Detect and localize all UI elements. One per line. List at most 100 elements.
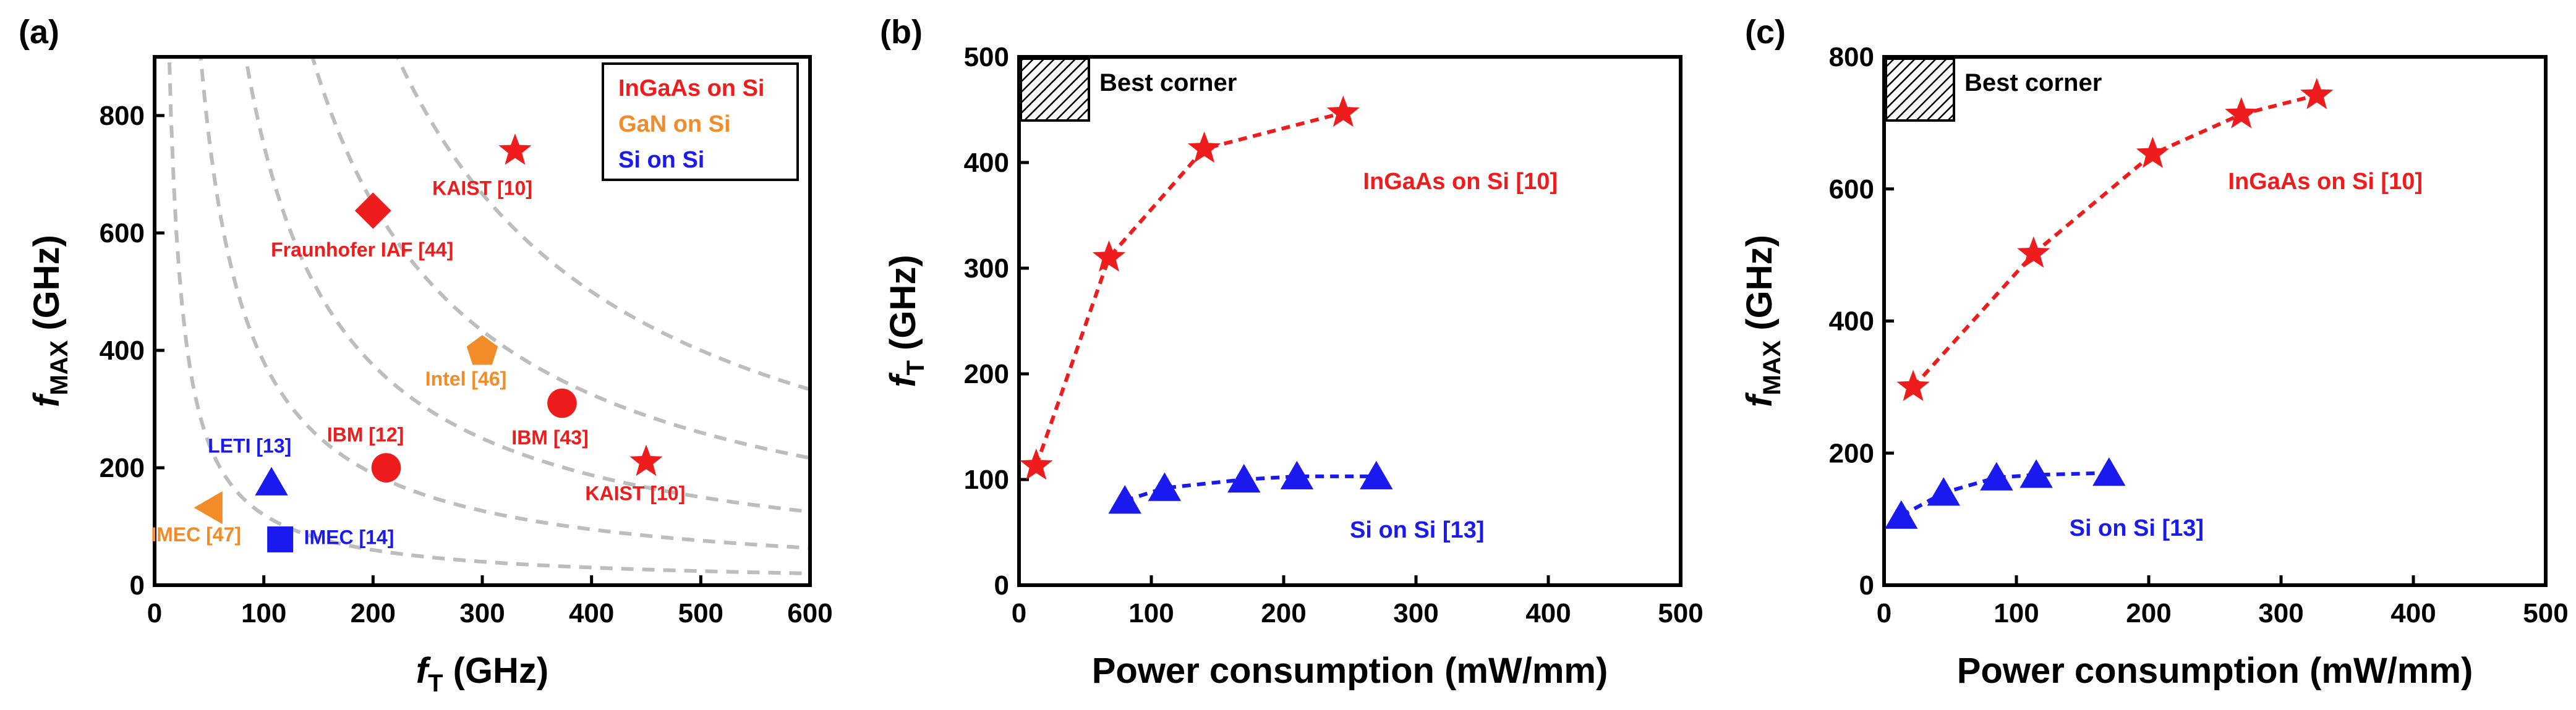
panel-label: (b) [880,14,923,51]
y-tick-label: 0 [130,570,145,601]
y-tick-label: 100 [964,465,1009,495]
x-tick-label: 300 [2258,598,2303,628]
y-tick-label: 600 [1829,174,1874,205]
data-point-label: Fraunhofer IAF [44] [271,239,453,261]
series-label: InGaAs on Si [10] [1363,169,1558,195]
y-label-unit: (GHz) [1739,235,1780,340]
x-tick-label: 200 [1261,598,1306,628]
y-axis-label: fMAX (GHz) [1739,235,1786,407]
y-tick-label: 500 [964,42,1009,72]
y-axis-label: fT (GHz) [883,255,929,387]
data-point-label: IMEC [14] [304,526,395,549]
iso-curve [244,57,810,514]
best-corner-box [1020,57,1090,122]
data-point-label: IBM [43] [511,426,588,449]
x-tick-label: 400 [2390,598,2436,628]
data-point-pentagon [466,335,498,365]
series-label: Si on Si [13] [1350,517,1484,543]
data-point-star [498,133,532,165]
series-label: InGaAs on Si [10] [2228,169,2423,195]
x-tick-label: 600 [787,598,832,628]
data-point-star [2300,78,2334,109]
series-line [1900,471,2109,518]
x-tick-label: 500 [1658,598,1703,628]
iso-curve [198,57,810,550]
data-point-triangle_up [1980,462,2013,491]
legend: InGaAs on Si GaN on Si Si on Si [602,62,799,181]
y-tick-label: 200 [964,359,1009,389]
data-point-label: IMEC [47] [151,523,241,546]
x-axis-label: Power consumption (mW/mm) [1092,651,1608,691]
data-point-triangle_up [255,467,288,496]
data-point-triangle_up [2019,459,2053,488]
y-axis-label: fMAX (GHz) [27,235,73,407]
iso-curve [310,57,810,460]
panel-c: (c) Best corner 0 100 200 300 400 500 0 200 400 600… [1739,14,2569,691]
data-point-label: KAIST [10] [432,177,532,199]
data-point-star [1896,370,1930,401]
data-point-label: LETI [13] [208,434,291,457]
x-tick-label: 0 [147,598,162,628]
plot-frame [1017,55,1683,587]
series-line [1034,111,1344,467]
x-tick-label: 100 [1128,598,1174,628]
panel-label: (c) [1745,14,1786,51]
data-point-diamond [354,192,391,229]
y-tick-label: 400 [100,336,145,366]
y-tick-label: 800 [100,101,145,131]
data-point-square [267,526,294,552]
panel-b: (b) Best corner 0 100 200 300 400 500 0 100 200 300… [880,14,1704,691]
data-point-triangle_up [1227,463,1261,492]
data-point-star [2136,137,2169,168]
data-point-star [1188,131,1221,163]
data-point-triangle_up [1360,460,1393,489]
data-point-triangle_up [2092,457,2126,486]
y-label-subscript: T [902,360,929,375]
panel-label: (a) [19,14,59,51]
y-tick-label: 400 [1829,306,1874,337]
y-tick-label: 800 [1829,42,1874,72]
data-point-triangle_up [1927,477,1960,506]
x-axis-label: fT (GHz) [416,651,549,697]
y-label-unit: (GHz) [27,235,67,340]
legend-entry: GaN on Si [618,111,731,137]
legend-box [602,62,799,181]
x-tick-label: 300 [1393,598,1438,628]
plot-frame [1882,55,2548,587]
x-tick-label: 400 [1525,598,1571,628]
best-corner-label: Best corner [1964,69,2102,96]
data-point-label: Intel [46] [425,368,507,390]
x-tick-label: 100 [241,598,286,628]
iso-curve [167,57,810,575]
panel-a: (a) 0 100 200 300 400 500 600 0 200 400 600 800 InGaA… [19,14,833,697]
legend-entry: InGaAs on Si [618,75,764,101]
iso-curves [167,57,810,575]
x-tick-label: 500 [2523,598,2568,628]
x-tick-label: 400 [569,598,614,628]
x-label-subscript: T [428,670,443,697]
x-tick-label: 500 [678,598,723,628]
data-point-label: IBM [12] [327,423,404,446]
x-tick-label: 100 [1994,598,2039,628]
y-tick-label: 0 [1859,570,1874,601]
y-tick-label: 300 [964,253,1009,284]
series-label: Si on Si [13] [2070,515,2204,541]
data-point-label: KAIST [10] [585,482,685,504]
data-point-star [629,444,663,476]
x-tick-label: 0 [1877,598,1891,628]
x-tick-label: 300 [459,598,505,628]
data-point-star [1092,240,1126,272]
y-tick-label: 0 [994,570,1009,601]
data-point-circle [547,388,577,418]
x-axis-label: Power consumption (mW/mm) [1957,651,2473,691]
data-point-star [1020,448,1053,480]
data-point-triangle_up [1885,500,1918,529]
y-tick-label: 400 [964,148,1009,178]
best-corner-box [1885,57,1955,122]
y-label-subscript: MAX [1759,340,1786,395]
best-corner-label: Best corner [1099,69,1237,96]
x-tick-label: 200 [351,598,396,628]
data-point-star [2017,236,2050,268]
x-tick-label: 0 [1012,598,1026,628]
